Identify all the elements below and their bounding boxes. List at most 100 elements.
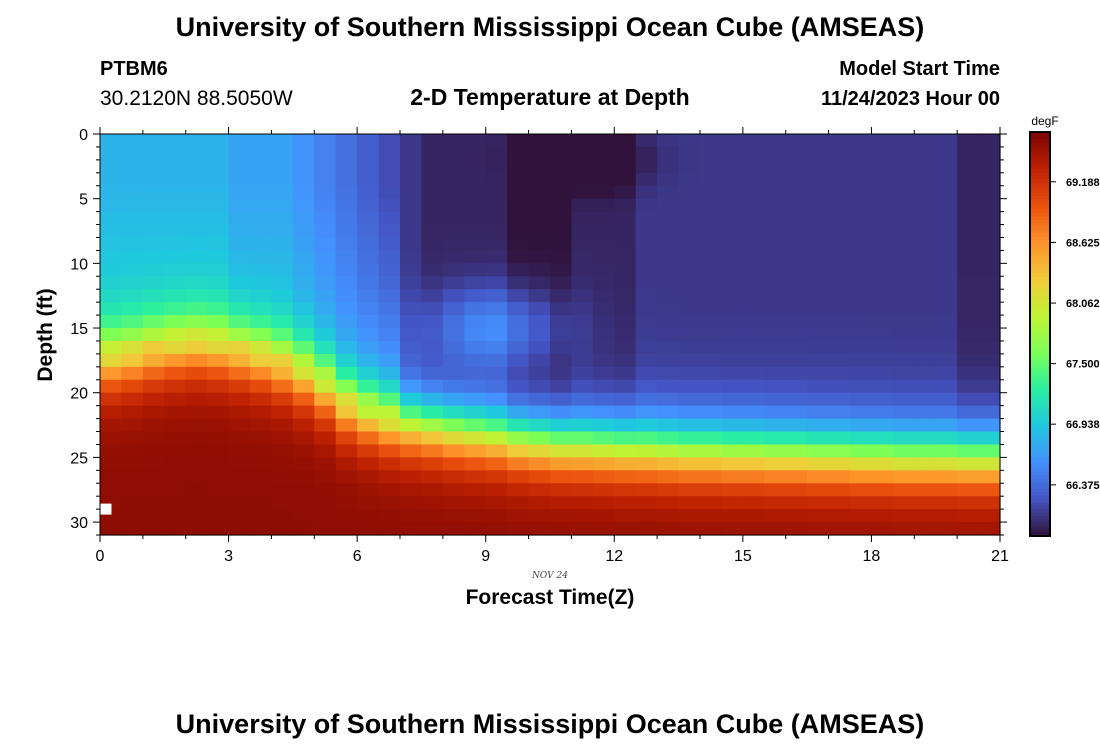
heatmap-cell — [292, 457, 315, 471]
heatmap-cell — [678, 185, 701, 200]
heatmap-cell — [335, 418, 358, 433]
heatmap-cell — [742, 224, 765, 239]
heatmap-cell — [528, 496, 551, 510]
heatmap-cell — [614, 134, 637, 148]
heatmap-cell — [828, 198, 851, 213]
heatmap-cell — [228, 198, 251, 213]
heatmap-cell — [271, 405, 294, 420]
heatmap-cell — [935, 185, 958, 200]
heatmap-cell — [571, 496, 594, 510]
heatmap-cell — [185, 431, 208, 446]
colorbar: 66.375 66.938 67.500 68.062 68.625 69.188 — [1029, 131, 1100, 537]
heatmap-cell — [142, 263, 165, 277]
heatmap-cell — [357, 483, 380, 497]
heatmap-cell — [592, 340, 615, 355]
heatmap-cell — [378, 159, 401, 174]
heatmap-cell — [764, 172, 787, 187]
colorbar-segment — [1030, 266, 1050, 271]
heatmap-cell — [614, 315, 637, 329]
heatmap-cell — [507, 496, 530, 510]
heatmap-cell — [207, 431, 230, 446]
heatmap-cell — [678, 457, 701, 471]
colorbar-segment — [1030, 360, 1050, 365]
colorbar-segment — [1030, 364, 1050, 369]
heatmap-cell — [164, 431, 187, 446]
heatmap-cell — [721, 276, 744, 290]
x-axis-label: Forecast Time(Z) — [466, 586, 635, 609]
heatmap-cell — [850, 289, 873, 303]
colorbar-segment — [1030, 347, 1050, 352]
heatmap-cell — [421, 172, 444, 187]
heatmap-cell — [935, 405, 958, 420]
heatmap-cell — [678, 211, 701, 226]
heatmap-cell — [100, 366, 123, 381]
heatmap-cell — [571, 328, 594, 342]
heatmap-cell — [592, 315, 615, 329]
heatmap-cell — [657, 353, 680, 368]
heatmap-cell — [314, 328, 337, 342]
heatmap-cell — [400, 172, 423, 187]
heatmap-cell — [721, 392, 744, 407]
heatmap-cell — [185, 444, 208, 458]
heatmap-cell — [442, 405, 465, 420]
heatmap-cell — [357, 237, 380, 252]
heatmap-cell — [185, 237, 208, 252]
heatmap-cell — [507, 431, 530, 446]
heatmap-cell — [764, 263, 787, 277]
heatmap-cell — [614, 418, 637, 433]
heatmap-cell — [871, 289, 894, 303]
heatmap-cell — [400, 496, 423, 510]
heatmap-cell — [250, 172, 273, 187]
heatmap-cell — [121, 315, 144, 329]
heatmap-cell — [378, 392, 401, 407]
heatmap-cell — [935, 224, 958, 239]
colorbar-segment — [1030, 498, 1050, 503]
heatmap-cell — [378, 340, 401, 355]
heatmap-cell — [850, 250, 873, 264]
heatmap-cell — [571, 392, 594, 407]
heatmap-cell — [250, 483, 273, 497]
heatmap-cell — [142, 483, 165, 497]
heatmap-cell — [614, 211, 637, 226]
heatmap-cell — [228, 483, 251, 497]
heatmap-cell — [357, 457, 380, 471]
heatmap-cell — [828, 470, 851, 484]
heatmap-cell — [592, 198, 615, 213]
heatmap-cell — [914, 250, 937, 264]
heatmap-cell — [271, 328, 294, 342]
heatmap-cell — [850, 328, 873, 342]
heatmap-cell — [807, 431, 830, 446]
heatmap-cell — [442, 185, 465, 200]
heatmap-cell — [871, 522, 894, 536]
colorbar-segment — [1030, 408, 1050, 413]
heatmap-cell — [614, 366, 637, 381]
heatmap-cell — [400, 146, 423, 161]
heatmap-cell — [528, 340, 551, 355]
heatmap-cell — [164, 211, 187, 226]
heatmap-cell — [957, 172, 980, 187]
heatmap-cell — [700, 483, 723, 497]
heatmap-cell — [571, 444, 594, 458]
heatmap-cell — [807, 392, 830, 407]
heatmap-cell — [614, 496, 637, 510]
y-tick-label: 5 — [79, 192, 88, 209]
heatmap-cell — [764, 509, 787, 523]
heatmap-cell — [528, 198, 551, 213]
heatmap-cell — [528, 457, 551, 471]
heatmap-cell — [657, 340, 680, 355]
heatmap-cell — [228, 340, 251, 355]
heatmap-cell — [807, 237, 830, 252]
heatmap-cell — [528, 134, 551, 148]
heatmap-cell — [807, 315, 830, 329]
heatmap-cell — [614, 379, 637, 394]
heatmap-cell — [871, 340, 894, 355]
heatmap-cell — [228, 134, 251, 148]
heatmap-cell — [164, 418, 187, 433]
heatmap-cell — [721, 470, 744, 484]
heatmap-cell — [228, 353, 251, 368]
heatmap-cell — [571, 134, 594, 148]
heatmap-cell — [957, 315, 980, 329]
heatmap-cell — [592, 159, 615, 174]
heatmap-cell — [935, 250, 958, 264]
heatmap-cell — [957, 302, 980, 316]
